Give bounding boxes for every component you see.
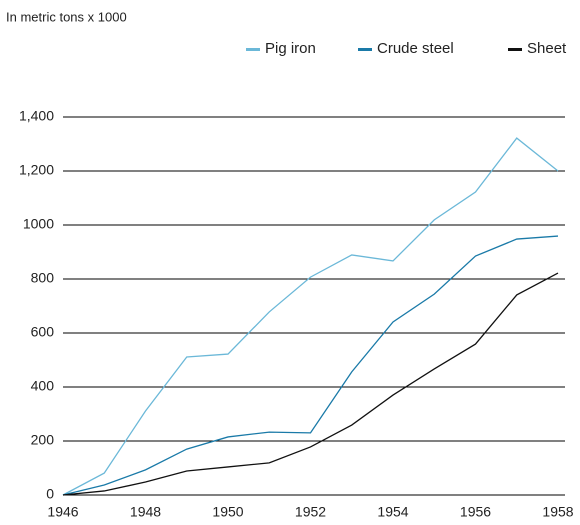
x-tick-label: 1958: [542, 504, 573, 520]
y-tick-label: 400: [31, 378, 55, 394]
x-tick-label: 1946: [47, 504, 78, 520]
x-tick-label: 1954: [377, 504, 408, 520]
legend-swatch: [508, 48, 522, 51]
legend-label: Crude steel: [377, 40, 454, 57]
x-tick-label: 1950: [212, 504, 243, 520]
chart-subtitle: In metric tons x 1000: [6, 9, 127, 24]
y-tick-label: 1,400: [19, 108, 54, 124]
y-tick-label: 0: [46, 486, 54, 502]
legend-swatch: [358, 48, 372, 51]
y-tick-label: 200: [31, 432, 55, 448]
legend-swatch: [246, 48, 260, 51]
x-tick-label: 1948: [130, 504, 161, 520]
y-tick-label: 800: [31, 270, 55, 286]
y-tick-label: 600: [31, 324, 55, 340]
series-line: [62, 235, 559, 496]
legend-label: Pig iron: [265, 40, 316, 57]
series-line: [62, 272, 559, 496]
y-tick-label: 1,200: [19, 162, 54, 178]
y-tick-label: 1000: [23, 216, 54, 232]
x-tick-label: 1952: [295, 504, 326, 520]
legend-label: Sheet: [527, 40, 567, 57]
x-tick-label: 1956: [460, 504, 491, 520]
series-line: [62, 137, 559, 496]
